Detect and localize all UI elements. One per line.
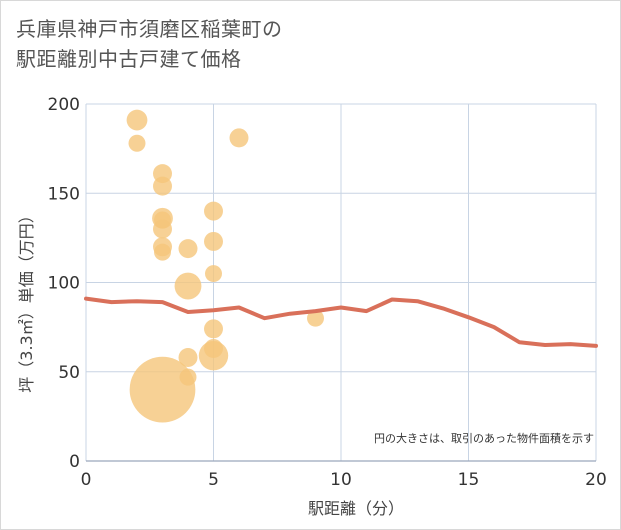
bubble-point: [128, 134, 146, 152]
y-tick-label: 100: [48, 274, 80, 294]
x-tick-label: 0: [81, 470, 92, 490]
bubble-point: [154, 243, 171, 261]
bubble-point: [204, 231, 223, 251]
bubble-point: [229, 128, 249, 148]
x-tick-label: 15: [458, 470, 480, 490]
y-tick-label: 50: [58, 363, 80, 383]
bubble-point: [129, 356, 196, 423]
bubble-size-note: 円の大きさは、取引のあった物件面積を示す: [374, 431, 594, 445]
grid-lines: [85, 103, 597, 462]
bubble-point: [178, 239, 198, 259]
title-line-1: 兵庫県神戸市須磨区稲葉町の: [16, 17, 283, 41]
bubble-point: [153, 176, 172, 196]
bubble-point: [204, 319, 223, 339]
bubble-point: [126, 109, 148, 131]
bubble-point: [198, 340, 229, 371]
y-axis-label: 坪（3.3㎡）単価（万円）: [17, 207, 36, 392]
bubble-point: [179, 368, 197, 386]
y-tick-label: 200: [48, 95, 80, 115]
x-tick-label: 10: [330, 470, 352, 490]
title-line-2: 駅距離別中古戸建て価格: [16, 47, 242, 71]
x-tick-label: 5: [208, 470, 219, 490]
trend-line: [84, 296, 598, 348]
bubble-point: [205, 265, 222, 283]
bubble-point: [174, 272, 202, 300]
bubble-series: [126, 109, 324, 423]
y-tick-label: 0: [69, 452, 80, 472]
average-price-line: [84, 296, 598, 348]
bubble-point: [153, 219, 172, 239]
axis-ticks: 0 50 100 150 200 0 5 10 15 20: [48, 95, 607, 490]
x-tick-label: 20: [585, 470, 607, 490]
bubble-point: [204, 201, 223, 221]
bubble-point: [307, 309, 324, 327]
y-tick-label: 150: [48, 184, 80, 204]
bubble-point: [178, 347, 198, 367]
x-axis-label: 駅距離（分）: [308, 499, 404, 518]
chart-title: 兵庫県神戸市須磨区稲葉町の 駅距離別中古戸建て価格: [16, 14, 283, 74]
